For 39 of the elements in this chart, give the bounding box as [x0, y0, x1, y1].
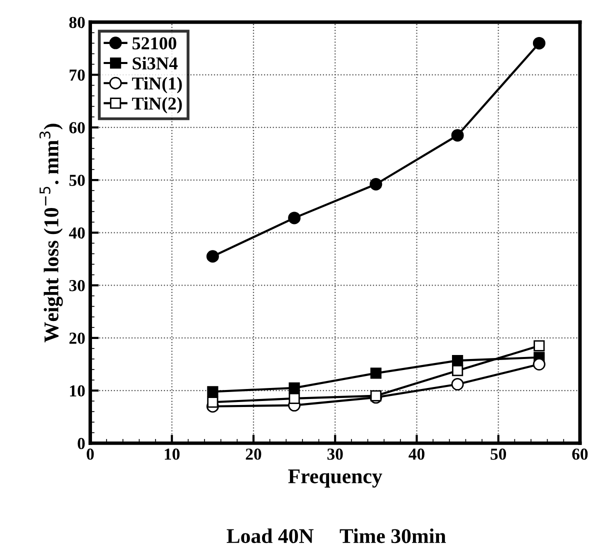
point: [288, 382, 300, 394]
point: [207, 386, 218, 398]
legend-label: Si3N4: [132, 56, 178, 70]
x-tick-label: 20: [246, 448, 262, 460]
x-tick-label: 30: [327, 448, 343, 460]
y-tick-label: 50: [69, 174, 85, 186]
point: [370, 178, 382, 191]
legend-label: TiN(2): [132, 97, 182, 114]
point: [206, 250, 219, 263]
y-tick-label: 70: [70, 69, 85, 81]
x-tick-label: 60: [572, 448, 588, 460]
y-tick-label: 0: [78, 438, 85, 450]
legend-label: TiN(1): [132, 76, 182, 94]
point: [288, 392, 300, 404]
y-tick-label: 80: [69, 16, 85, 28]
point: [532, 358, 546, 371]
point: [452, 355, 464, 366]
x-tick-label: 0: [86, 448, 94, 460]
x-tick-label: 40: [408, 448, 424, 460]
x-tick-label: 10: [164, 448, 180, 460]
point: [451, 378, 464, 391]
point: [288, 212, 301, 224]
text: Load 40N Time 30min: [226, 528, 446, 544]
point: [370, 390, 382, 402]
y-tick-label: 10: [70, 385, 85, 397]
point: [370, 368, 382, 379]
y-tick-label: 40: [68, 227, 85, 239]
point: [207, 396, 218, 408]
y-axis-title: Weight loss (10$^{−5}$. mm$^{3}$): [39, 124, 63, 342]
y-tick-label: 20: [69, 332, 85, 344]
point: [534, 340, 545, 352]
y-tick-label: 60: [69, 122, 85, 134]
x-axis-title: Frequency: [288, 469, 382, 488]
x-tick-label: 50: [490, 448, 506, 460]
y-tick-label: 30: [69, 280, 85, 292]
legend-label: 52100: [132, 37, 176, 50]
point: [532, 36, 546, 50]
point: [452, 365, 464, 376]
point: [451, 129, 464, 142]
